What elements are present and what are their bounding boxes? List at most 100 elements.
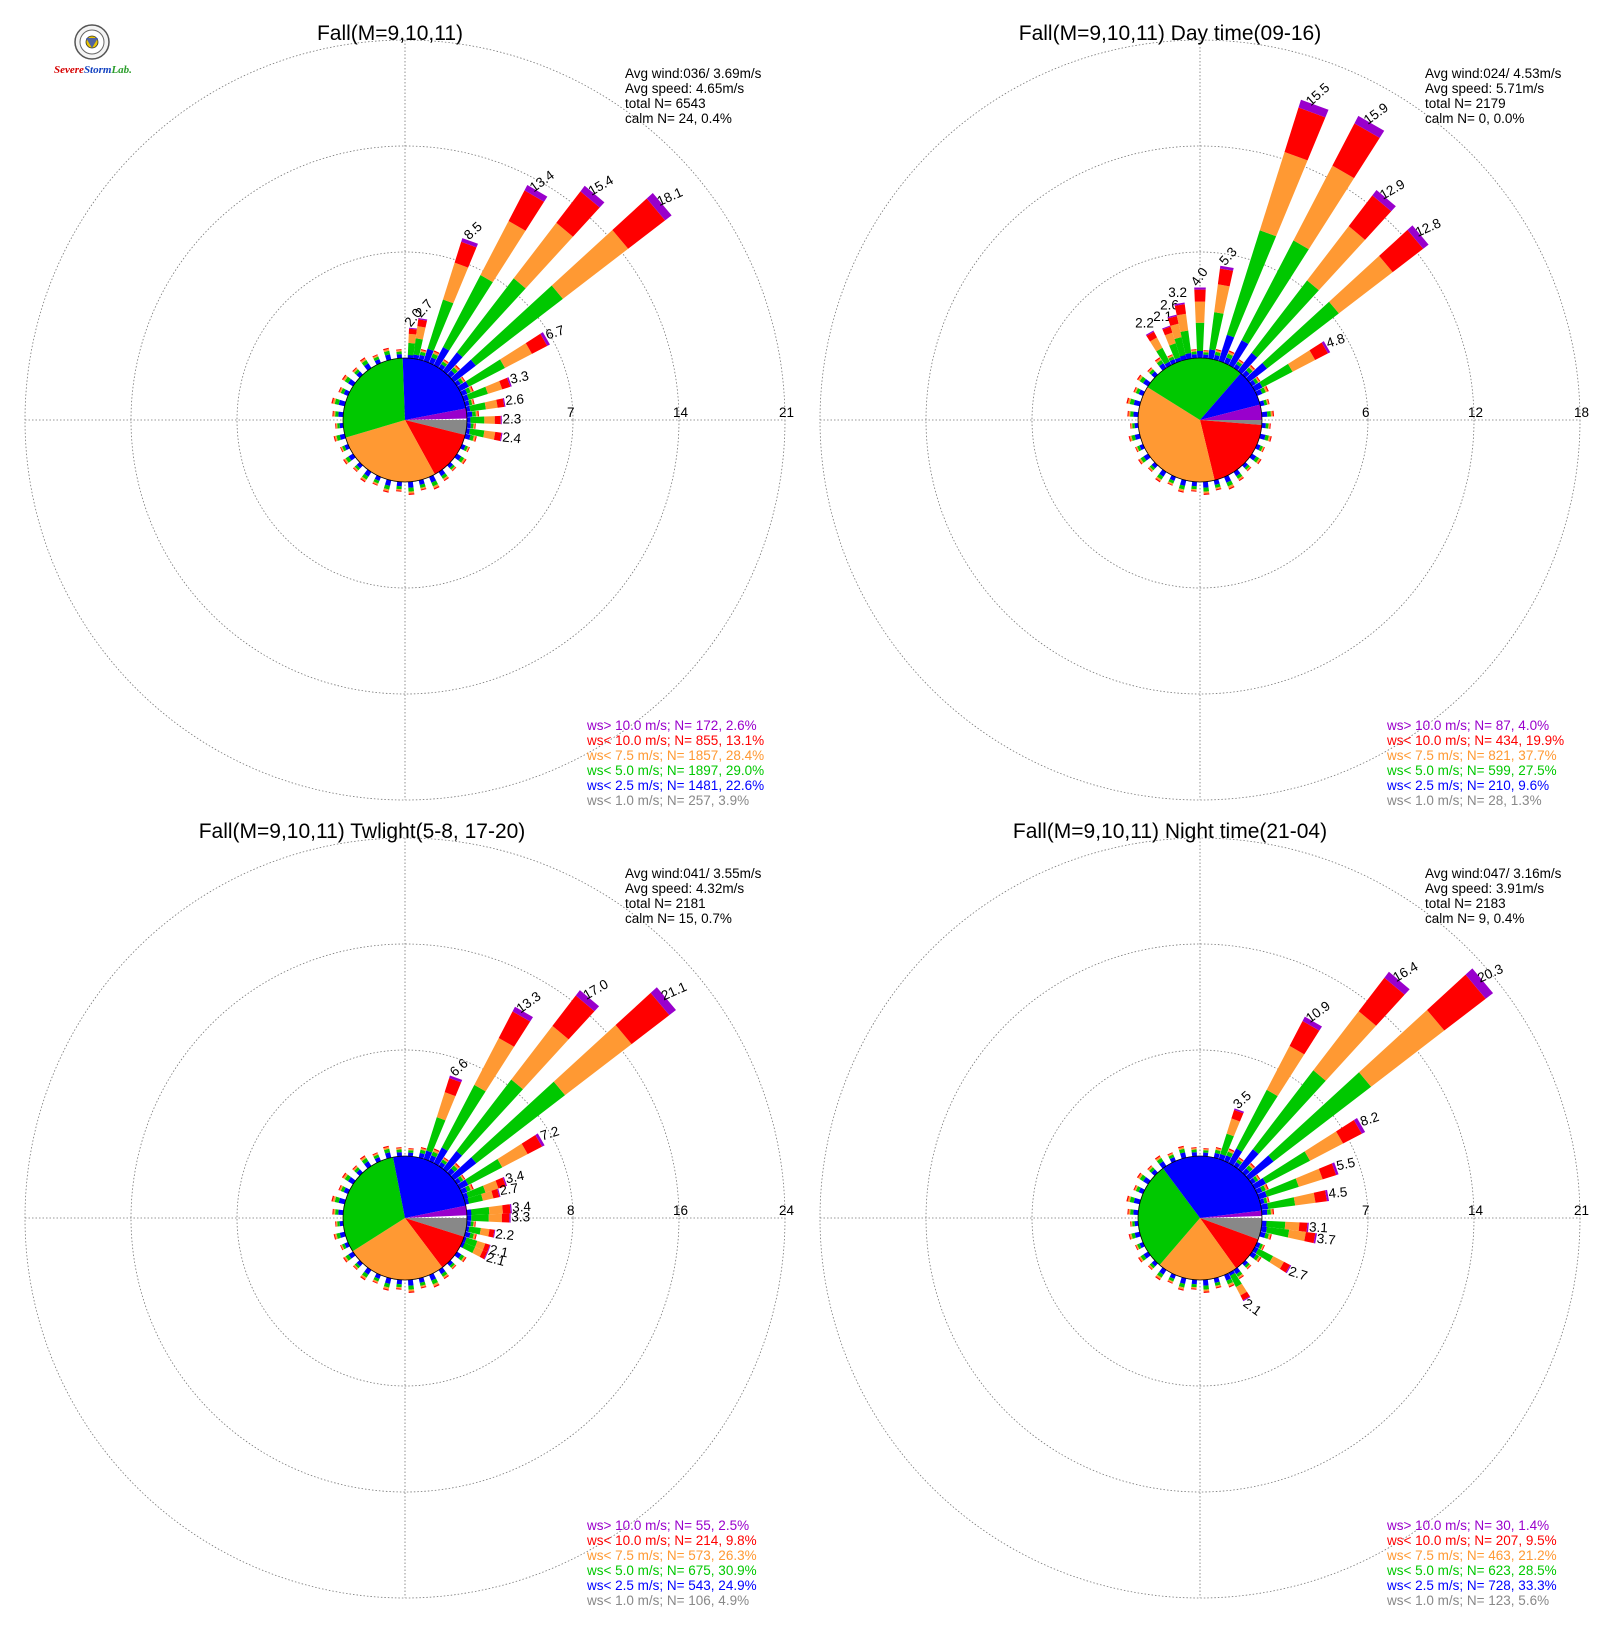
petal-tick: [340, 1186, 346, 1193]
petal-gt10: [461, 238, 478, 248]
petal-tick: [1226, 1151, 1233, 1158]
petal-tick: [451, 466, 456, 471]
petal-tick: [1203, 1279, 1209, 1286]
petal-gt10: [512, 1006, 533, 1022]
petal-tick: [1139, 1174, 1146, 1182]
petal-lt5: [427, 299, 454, 351]
petal-tick: [465, 1185, 471, 1192]
petal-tick: [1236, 473, 1243, 479]
petal-tick: [1268, 423, 1270, 429]
petal-tick: [441, 1271, 448, 1277]
petal-tick: [345, 456, 352, 463]
petal-tick: [1261, 1244, 1265, 1251]
petal-tick: [473, 1221, 475, 1227]
petal-tick: [1227, 351, 1234, 356]
petal-tick: [1248, 365, 1255, 372]
petal-tick: [373, 356, 380, 362]
petal-lt7_5: [484, 416, 495, 424]
petal-tick: [1133, 1184, 1137, 1191]
stat-line: total N= 2179: [1425, 96, 1506, 111]
petal-tick: [354, 1262, 361, 1269]
petal-tick: [339, 1231, 346, 1238]
petal-tick: [1270, 1208, 1273, 1215]
petal-lt10: [417, 319, 428, 328]
petal-tick: [408, 481, 414, 488]
petal-tick: [1178, 488, 1185, 492]
petal-tick: [1133, 411, 1139, 417]
petal-lt2_5: [465, 405, 471, 412]
petal-tick: [372, 1280, 378, 1284]
petal-lt2_5: [1208, 349, 1216, 360]
windrose-panel-4: 7 14 213.510.916.4 20.38.25.54.53.13.72.72.…: [819, 820, 1589, 1608]
petal-tick: [1260, 1185, 1266, 1192]
petal-tick: [420, 350, 427, 354]
petal-tick: [383, 1286, 390, 1290]
petal-tick: [345, 1254, 352, 1261]
legend-entry: ws< 1.0 m/s; N= 106, 4.9%: [586, 1593, 749, 1608]
petal-lt5: [1267, 1197, 1296, 1210]
petal-value-label: 4.8: [1324, 331, 1346, 351]
petal-lt5: [469, 402, 486, 412]
petal-tick: [1265, 423, 1269, 429]
petal-tick: [1215, 1286, 1222, 1289]
petal-tick: [408, 1148, 414, 1150]
petal-tick: [340, 446, 344, 453]
petal-tick: [1191, 1149, 1197, 1153]
petal-lt10: [479, 1250, 488, 1260]
petal-tick: [474, 1221, 476, 1227]
petal-tick: [1256, 376, 1261, 382]
petal-tick: [474, 1234, 477, 1240]
petal-tick: [1131, 1232, 1136, 1239]
petal-value-label: 4.5: [1328, 1184, 1348, 1201]
petal-gt10: [1384, 971, 1410, 995]
petal-lt10: [1146, 331, 1158, 342]
petal-tick: [1155, 1274, 1162, 1280]
petal-tick: [372, 1153, 379, 1157]
petal-tick: [1265, 1197, 1269, 1203]
petal-tick: [337, 423, 340, 429]
petal-tick: [1134, 423, 1139, 429]
petal-tick: [1191, 488, 1197, 491]
pie-outline: [342, 1155, 468, 1281]
petal-tick: [443, 1275, 449, 1280]
petal-tick: [441, 1159, 448, 1165]
petal-tick: [335, 1221, 337, 1227]
petal-value-label: 12.8: [1413, 215, 1443, 239]
petal-tick: [1203, 493, 1210, 495]
petal-tick: [1149, 369, 1155, 375]
petal-tick: [1226, 480, 1233, 487]
petal-tick: [1203, 481, 1209, 488]
pie-slice-lt2_5: [1200, 373, 1261, 420]
petal-tick: [341, 445, 347, 452]
petal-tick: [360, 478, 366, 483]
petal-tick: [1227, 484, 1234, 489]
petal-gt10: [1465, 968, 1494, 999]
petal-tick: [1265, 399, 1269, 405]
petal-tick: [1131, 434, 1136, 441]
petal-tick: [460, 389, 468, 396]
petal-tick: [420, 349, 427, 352]
petal-tick: [1203, 350, 1209, 352]
petal-lt2_5: [1237, 352, 1258, 375]
petal-lt7_5: [408, 333, 417, 344]
petal-lt5: [1262, 1151, 1311, 1184]
petal-tick: [447, 462, 454, 469]
petal-tick: [431, 1278, 438, 1285]
petal-lt10: [408, 328, 417, 335]
petal-tick: [373, 478, 380, 484]
petal-tick: [470, 399, 474, 405]
petal-gt10: [1306, 1222, 1309, 1233]
petal-lt5: [470, 285, 563, 366]
petal-tick: [1228, 350, 1235, 355]
stat-line: Avg speed: 3.91m/s: [1425, 881, 1544, 896]
petal-gt10: [497, 1188, 501, 1198]
petal-lt10: [1298, 1222, 1308, 1233]
petal-tick: [1128, 411, 1131, 417]
petal-lt7_5: [1293, 165, 1355, 250]
pie-slice-lt10: [1200, 1218, 1259, 1269]
petal-tick: [442, 475, 449, 481]
petal-tick: [1260, 1244, 1265, 1250]
petal-lt5: [1230, 1272, 1242, 1288]
petal-gt10: [1194, 287, 1206, 290]
petal-tick: [1151, 371, 1158, 378]
